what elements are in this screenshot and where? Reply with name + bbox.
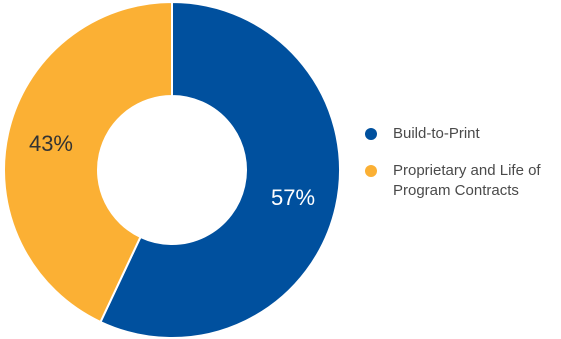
legend: Build-to-Print Proprietary and Life of P… [365,124,561,201]
legend-dot-build-to-print [365,128,377,140]
slice-label-proprietary: 43% [29,131,73,156]
legend-label-proprietary: Proprietary and Life of Program Contract… [393,162,541,199]
legend-dot-proprietary [365,165,377,177]
slice-build-to-print [99,0,341,339]
legend-label-build-to-print: Build-to-Print [393,125,480,142]
legend-item-build-to-print: Build-to-Print [365,124,561,144]
donut-chart: 57% 43% [3,0,341,339]
legend-item-proprietary: Proprietary and Life of Program Contract… [365,161,561,201]
slice-proprietary [3,0,173,324]
slice-label-build-to-print: 57% [271,185,315,210]
